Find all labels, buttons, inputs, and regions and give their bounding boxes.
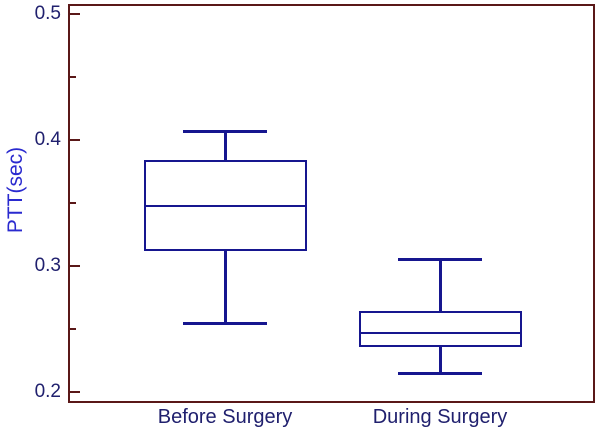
x-category-label-before-surgery: Before Surgery <box>157 406 293 428</box>
x-category-label-during-surgery: During Surgery <box>372 406 508 428</box>
median-line-before-surgery <box>143 204 307 207</box>
y-minor-tick <box>70 76 76 78</box>
whisker-stem-top-before-surgery <box>223 131 227 161</box>
y-major-tick <box>70 139 80 141</box>
median-line-during-surgery <box>358 331 522 334</box>
whisker-cap-bottom-before-surgery <box>183 322 267 326</box>
y-tick-label: 0.5 <box>34 3 61 24</box>
whisker-cap-bottom-during-surgery <box>398 371 482 375</box>
whisker-stem-top-during-surgery <box>438 259 442 312</box>
y-tick-label: 0.4 <box>34 129 61 150</box>
whisker-stem-bottom-before-surgery <box>223 250 227 324</box>
y-major-tick <box>70 265 80 267</box>
y-tick-label: 0.3 <box>34 255 61 276</box>
y-axis-label: PTT(sec) <box>4 146 27 234</box>
whisker-stem-bottom-during-surgery <box>438 346 442 374</box>
y-major-tick <box>70 391 80 393</box>
box-during-surgery <box>358 311 522 347</box>
y-minor-tick <box>70 202 76 204</box>
y-major-tick <box>70 13 80 15</box>
y-minor-tick <box>70 328 76 330</box>
y-tick-label: 0.2 <box>34 381 61 402</box>
